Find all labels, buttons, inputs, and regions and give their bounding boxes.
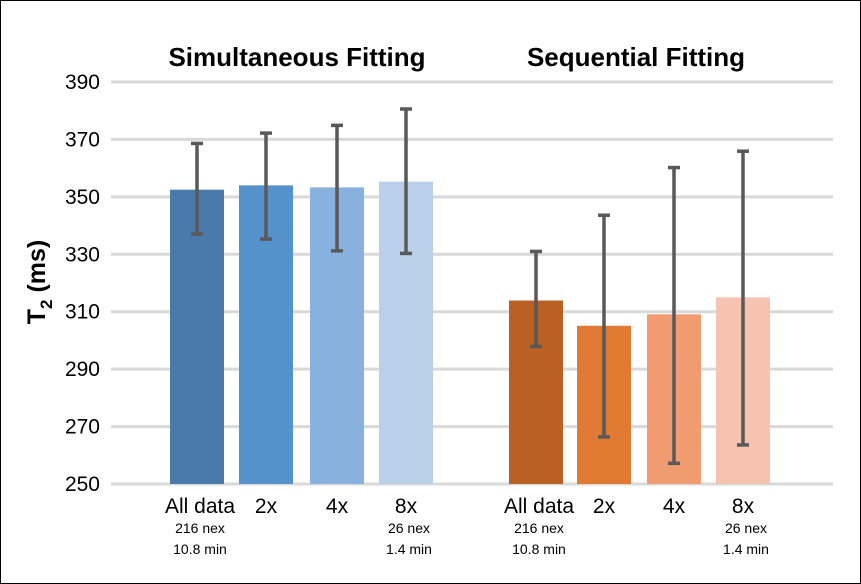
gridlines	[111, 80, 833, 486]
category-label-p0-0: All data	[165, 495, 235, 518]
y-tick-label-290: 290	[65, 358, 100, 381]
bars	[170, 181, 770, 485]
y-tick-label-250: 250	[65, 473, 100, 496]
error-bar-p1-2	[668, 165, 680, 466]
category-label-p0-3: 8x	[395, 495, 418, 518]
y-axis-label-subscript: 2	[37, 299, 56, 308]
y-tick-label-310: 310	[65, 301, 100, 324]
y-axis-label-main: T	[23, 309, 51, 324]
category-labels: All data 2x 4x 8x 216 nex 10.8 min 26 nex 1.4 m…	[165, 495, 769, 557]
error-bar-p0-3	[400, 107, 412, 256]
error-bar-p0-0	[191, 141, 203, 236]
annotation-p0-0-1: 10.8 min	[173, 541, 227, 557]
y-tick-label-330: 330	[65, 243, 100, 266]
annotation-p0-0-0: 216 nex	[175, 520, 225, 536]
y-axis-label: T2 (ms)	[23, 240, 56, 324]
category-label-p1-2: 4x	[663, 495, 686, 518]
annotation-p0-3-1: 1.4 min	[386, 541, 432, 557]
y-tick-label-370: 370	[65, 128, 100, 151]
y-axis-label-unit: (ms)	[23, 240, 51, 300]
y-tick-labels: 250 270 290 310 330 350 370 390	[65, 71, 100, 496]
panel-title-sequential: Sequential Fitting	[527, 42, 745, 72]
error-bars	[191, 107, 749, 466]
annotation-p0-3-0: 26 nex	[388, 520, 430, 536]
category-label-p0-1: 2x	[255, 495, 278, 518]
error-bar-p1-3	[737, 149, 749, 447]
category-label-p1-3: 8x	[732, 495, 755, 518]
y-tick-label-270: 270	[65, 416, 100, 439]
error-bar-p1-0	[530, 249, 542, 349]
annotation-p1-0-1: 10.8 min	[512, 541, 566, 557]
panel-title-simultaneous: Simultaneous Fitting	[168, 42, 425, 72]
error-bar-p1-1	[598, 213, 610, 439]
bar-p0-0	[170, 189, 224, 484]
y-tick-label-350: 350	[65, 186, 100, 209]
error-bar-p0-2	[331, 123, 343, 253]
annotation-p1-0-0: 216 nex	[514, 520, 564, 536]
y-tick-label-390: 390	[65, 71, 100, 94]
annotation-p1-3-0: 26 nex	[725, 520, 767, 536]
annotation-p1-3-1: 1.4 min	[723, 541, 769, 557]
category-label-p0-2: 4x	[326, 495, 349, 518]
error-bar-p0-1	[260, 131, 272, 241]
category-label-p1-1: 2x	[593, 495, 616, 518]
category-label-p1-0: All data	[504, 495, 574, 518]
